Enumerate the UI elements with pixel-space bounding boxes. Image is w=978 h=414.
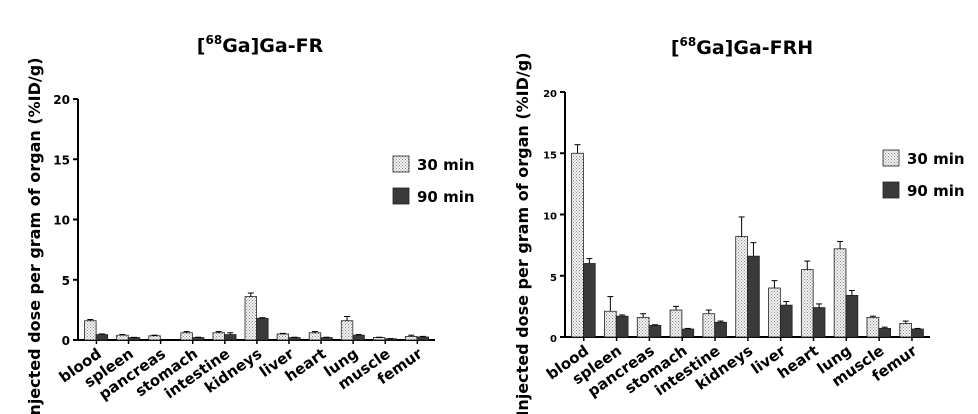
bar-30min-lung xyxy=(340,320,354,341)
bar-90min-spleen xyxy=(615,315,629,338)
bar-30min-liver xyxy=(768,287,781,338)
y-tick-label: 0 xyxy=(550,334,557,345)
bar-30min-muscle xyxy=(372,337,386,341)
bar-90min-muscle xyxy=(878,328,892,338)
legend-swatch-90min xyxy=(882,181,900,199)
legend-label-30min: 30 min xyxy=(907,150,965,168)
legend-swatch-30min xyxy=(392,155,410,173)
bar-30min-spleen xyxy=(116,334,129,341)
bar-90min-stomach xyxy=(681,328,695,338)
bar-30min-spleen xyxy=(604,310,617,338)
bar-30min-intestine xyxy=(212,332,225,341)
bar-30min-lung xyxy=(833,248,847,338)
bar-30min-femur xyxy=(899,323,913,338)
y-tick-label: 10 xyxy=(543,212,557,223)
bar-30min-kidneys xyxy=(735,236,748,338)
chart-panel-frh: [68Ga]Ga-FRH Injected dose per gram of or… xyxy=(513,35,965,414)
bar-90min-intestine xyxy=(224,334,237,341)
y-tick-label: 20 xyxy=(53,93,70,107)
y-tick-label: 5 xyxy=(550,273,557,284)
chart-title-superscript: 68 xyxy=(205,33,222,47)
bar-30min-stomach xyxy=(180,332,193,341)
bar-90min-lung xyxy=(845,294,859,338)
y-axis-label: Injected dose per gram of organ (%ID/g) xyxy=(25,57,44,414)
bar-90min-intestine xyxy=(714,321,727,338)
bar-30min-blood xyxy=(571,152,584,338)
bar-90min-liver xyxy=(288,337,301,341)
bar-90min-blood xyxy=(583,263,596,338)
bar-90min-heart xyxy=(812,307,826,338)
bar-90min-kidneys xyxy=(747,255,760,338)
bar-90min-stomach xyxy=(191,337,205,341)
bar-30min-pancreas xyxy=(148,335,161,341)
legend-swatch-30min xyxy=(882,149,900,167)
chart-title-open: [ xyxy=(197,35,206,57)
bar-30min-liver xyxy=(276,333,290,341)
bar-90min-pancreas xyxy=(648,324,662,338)
bar-90min-lung xyxy=(352,334,365,341)
bar-90min-spleen xyxy=(127,337,141,341)
chart-panel-fr: [68Ga]Ga-FR Injected dose per gram of org… xyxy=(25,33,475,414)
bar-30min-heart xyxy=(308,332,322,341)
bar-90min-femur xyxy=(911,328,924,338)
bar-30min-muscle xyxy=(866,316,880,338)
bar-30min-stomach xyxy=(669,309,683,338)
bar-90min-blood xyxy=(95,334,109,341)
bar-90min-liver xyxy=(779,304,793,338)
legend-label-90min: 90 min xyxy=(417,188,475,206)
y-tick-label: 20 xyxy=(543,89,557,100)
chart-title: [68Ga]Ga-FR xyxy=(197,33,324,57)
bar-30min-femur xyxy=(405,335,418,341)
bar-30min-blood xyxy=(84,320,97,341)
legend-swatch-90min xyxy=(392,187,410,205)
y-tick-label: 10 xyxy=(53,214,70,228)
y-tick-label: 5 xyxy=(62,274,70,288)
y-tick-label: 0 xyxy=(62,334,70,348)
bar-30min-kidneys xyxy=(244,296,257,341)
bar-90min-heart xyxy=(320,337,333,341)
chart-title-rest: Ga]Ga-FRH xyxy=(696,37,813,59)
bar-30min-pancreas xyxy=(636,316,650,338)
bar-30min-heart xyxy=(800,269,814,338)
bar-90min-femur xyxy=(416,336,429,341)
y-tick-label: 15 xyxy=(53,153,70,167)
y-axis-label: Injected dose per gram of organ (%ID/g) xyxy=(513,52,532,414)
chart-title-superscript: 68 xyxy=(680,35,697,49)
chart-title: [68Ga]Ga-FRH xyxy=(671,35,813,59)
bar-30min-intestine xyxy=(702,313,716,338)
chart-title-open: [ xyxy=(671,37,680,59)
y-tick-label: 15 xyxy=(543,150,557,161)
legend-label-30min: 30 min xyxy=(417,156,475,174)
chart-title-rest: Ga]Ga-FR xyxy=(222,35,323,57)
bar-90min-kidneys xyxy=(256,317,269,341)
legend-label-90min: 90 min xyxy=(907,182,965,200)
